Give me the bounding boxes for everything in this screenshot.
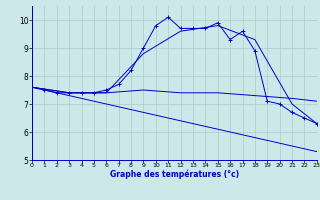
X-axis label: Graphe des températures (°c): Graphe des températures (°c): [110, 170, 239, 179]
